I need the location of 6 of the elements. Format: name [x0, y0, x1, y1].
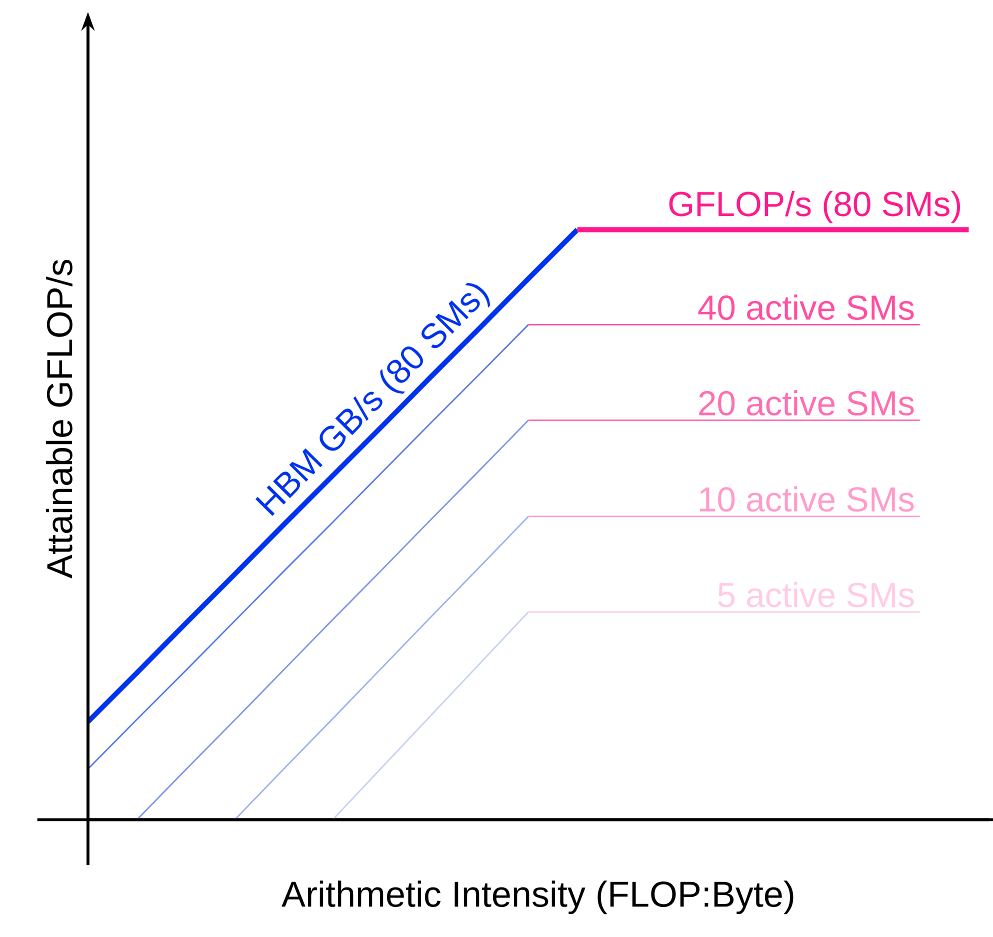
x-axis-title: Arithmetic Intensity (FLOP:Byte)	[282, 880, 794, 914]
y-axis-title: Attainable GFLOP/s	[46, 260, 72, 578]
series-label: GFLOP/s (80 SMs)	[669, 190, 960, 224]
series-label: 20 active SMs	[699, 390, 914, 416]
series-label: 40 active SMs	[698, 294, 914, 320]
series-label: 10 active SMs	[700, 486, 914, 512]
